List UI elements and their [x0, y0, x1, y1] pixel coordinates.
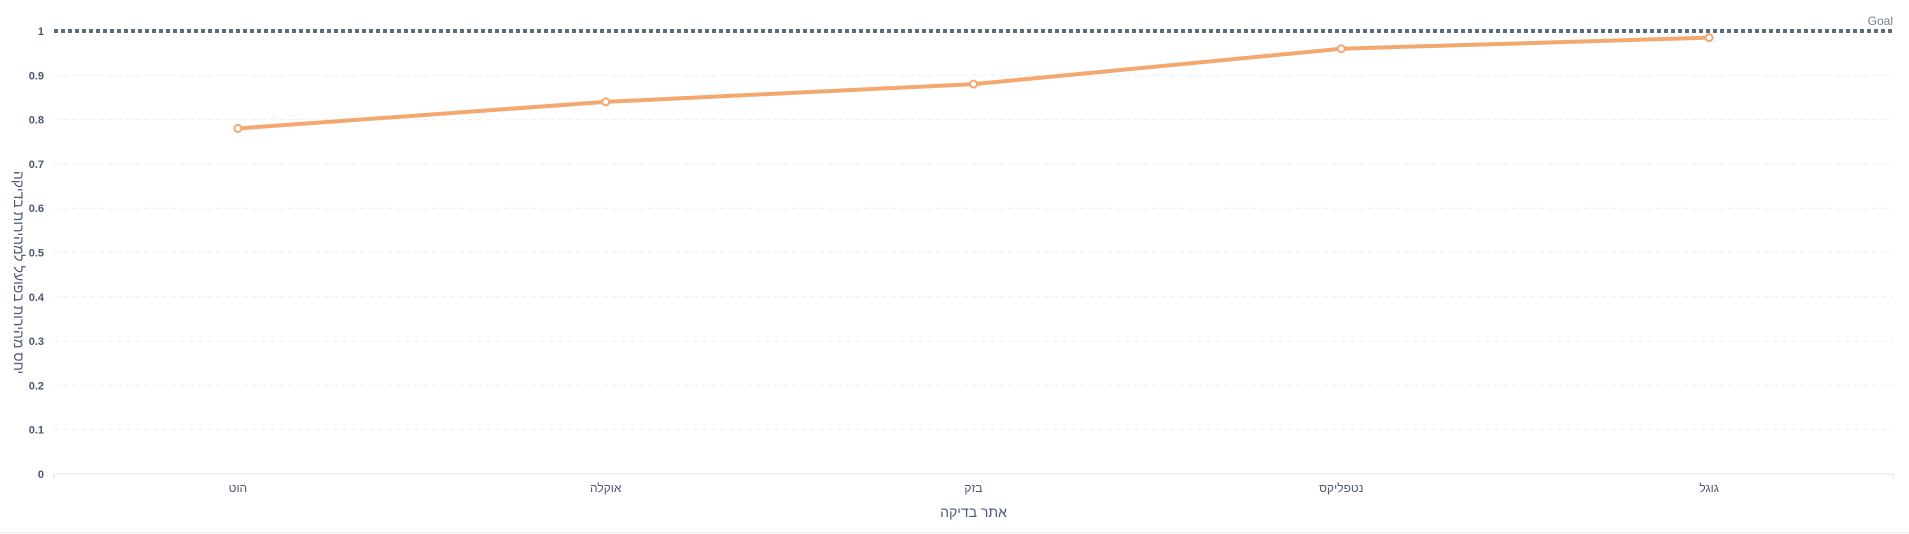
x-tick-label: אוקלה [590, 481, 622, 495]
y-tick-label: 1 [38, 26, 44, 38]
x-tick-label: נטפליקס [1319, 481, 1363, 495]
y-tick-label: 0.5 [29, 248, 44, 260]
x-tick-label: בזק [964, 481, 982, 495]
bottom-divider [0, 532, 1909, 533]
y-axis-title: יחס מהירות בפועל למהירות בדיקה [11, 171, 27, 374]
x-tick-label: הוט [229, 481, 248, 495]
x-axis-ticks: הוט אוקלה בזק נטפליקס גוגל [54, 474, 1893, 495]
x-axis-title: אתר בדיקה [940, 504, 1007, 520]
data-point[interactable] [234, 125, 241, 132]
x-tick-label: גוגל [1699, 481, 1718, 495]
data-point[interactable] [1338, 45, 1345, 52]
y-tick-label: 0.9 [29, 70, 44, 82]
y-tick-label: 0.1 [29, 425, 44, 437]
y-tick-label: 0.3 [29, 336, 44, 348]
y-tick-label: 0.8 [29, 115, 44, 127]
series-line-group [234, 34, 1712, 132]
data-point[interactable] [970, 81, 977, 88]
y-axis-ticks: 0 0.1 0.2 0.3 0.4 0.5 0.6 0.7 0.8 0.9 1 [29, 26, 45, 481]
y-tick-label: 0.6 [29, 203, 44, 215]
data-point[interactable] [602, 98, 609, 105]
y-tick-label: 0.7 [29, 159, 44, 171]
y-tick-label: 0 [38, 469, 44, 481]
y-tick-label: 0.4 [29, 292, 45, 304]
grid-lines [54, 75, 1893, 429]
y-tick-label: 0.2 [29, 380, 44, 392]
data-point[interactable] [1706, 34, 1713, 41]
goal-line-group: Goal [54, 14, 1893, 31]
goal-label: Goal [1868, 14, 1893, 28]
